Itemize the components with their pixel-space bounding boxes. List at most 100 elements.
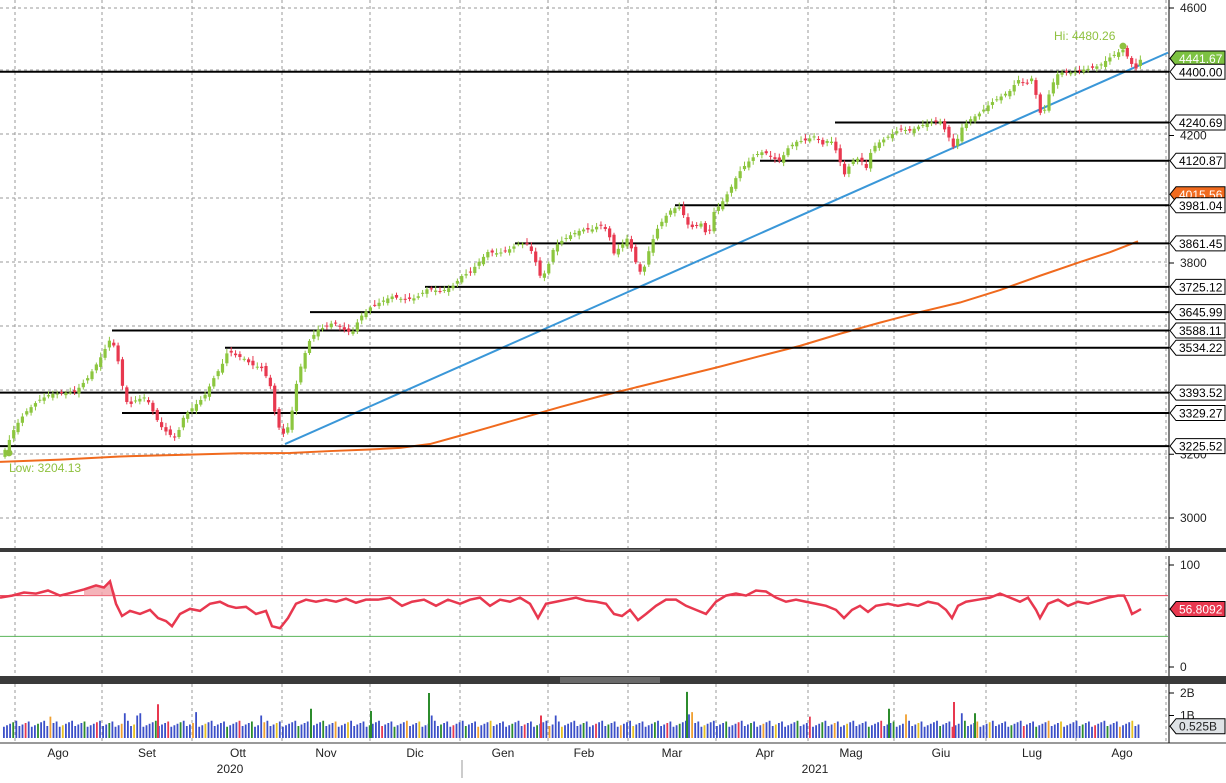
volume-bar <box>582 723 585 738</box>
candle-body <box>629 239 633 249</box>
volume-bar <box>929 723 932 738</box>
candle-body <box>699 223 703 227</box>
volume-bar <box>492 726 495 738</box>
level-label-box <box>1169 322 1226 339</box>
volume-bar <box>489 720 492 738</box>
month-label: Set <box>138 746 157 760</box>
volume-bar <box>520 726 523 738</box>
candle-body <box>1030 78 1034 82</box>
volume-bar <box>285 725 287 738</box>
candle-body <box>1047 94 1051 111</box>
candle-body <box>59 392 64 394</box>
volume-bar <box>613 721 616 738</box>
candle-body <box>277 409 281 428</box>
volume-bar <box>861 723 864 738</box>
candle-body <box>873 145 877 152</box>
candle-body <box>16 422 20 433</box>
volume-bar <box>263 722 266 738</box>
candle-body <box>956 138 960 146</box>
volume-bar <box>874 723 876 738</box>
volume-bar <box>514 722 517 738</box>
volume-bar <box>272 724 275 738</box>
candle-body <box>94 364 98 371</box>
volume-bar <box>716 726 718 738</box>
volume-bar <box>1128 722 1131 738</box>
candle-body <box>642 266 647 272</box>
volume-bar <box>421 726 424 738</box>
volume-bar <box>979 726 982 738</box>
rsi-line <box>0 578 1142 630</box>
volume-bar <box>365 726 368 738</box>
candle-body <box>577 230 581 236</box>
volume-bar <box>319 722 321 738</box>
volume-bar <box>923 726 926 738</box>
candle-body <box>834 141 838 151</box>
volume-bar <box>170 726 173 738</box>
candle-body <box>903 129 908 131</box>
volume-bar <box>461 720 464 738</box>
volume-bar <box>914 724 917 738</box>
volume-bar <box>570 722 573 738</box>
volume-bar <box>840 726 842 738</box>
candle-body <box>460 276 464 283</box>
candle-body <box>251 360 255 366</box>
candle-body <box>803 138 807 141</box>
candle-body <box>307 340 312 354</box>
volume-bar <box>55 721 58 738</box>
volume-bar <box>888 708 890 738</box>
volume-bar <box>294 720 297 738</box>
volume-bar <box>458 722 461 738</box>
volume-bar <box>685 720 687 738</box>
volume-bar <box>953 702 955 738</box>
volume-bar <box>24 723 27 738</box>
candle-body <box>655 228 660 239</box>
volume-bar <box>886 724 889 738</box>
volume-bar <box>756 726 759 738</box>
last-price-label: 4441.67 <box>1179 52 1223 66</box>
volume-bar <box>12 722 15 738</box>
volume-bar <box>974 713 976 738</box>
volume-bar <box>120 723 123 738</box>
candle-body <box>1077 70 1082 72</box>
candle-body <box>1112 54 1116 56</box>
candle-body <box>173 436 177 438</box>
candle-body <box>912 128 916 134</box>
volume-bar <box>1053 724 1056 738</box>
candle-body <box>647 251 651 265</box>
candle-body <box>816 138 821 140</box>
low-label: Low: 3204.13 <box>9 461 81 475</box>
volume-bar <box>235 722 238 738</box>
candle-body <box>882 139 886 143</box>
volume-bar <box>523 724 526 738</box>
panel-resize-handle[interactable] <box>560 677 660 683</box>
panel-resize-handle[interactable] <box>560 549 660 551</box>
volume-bar <box>1100 722 1103 738</box>
volume-bar <box>387 723 390 738</box>
candle-body <box>216 371 220 377</box>
price-label-layer: 4441.674015.564400.004240.694120.873981.… <box>1169 50 1226 735</box>
volume-bar <box>561 726 563 738</box>
level-label: 3329.27 <box>1179 407 1223 421</box>
volume-bar <box>725 721 728 738</box>
volume-bar <box>254 726 256 738</box>
candle-body <box>377 302 381 307</box>
volume-bar <box>508 725 511 738</box>
volume-bar <box>995 726 997 738</box>
candle-body <box>799 141 803 143</box>
volume-bar <box>449 726 452 738</box>
candle-body <box>1121 49 1125 53</box>
candle-body <box>999 96 1003 101</box>
volume-bar <box>43 720 46 738</box>
candle-body <box>429 288 433 290</box>
volume-bar <box>812 726 814 738</box>
volume-bar <box>1094 725 1096 738</box>
level-label-box <box>1169 114 1226 131</box>
volume-bar <box>49 716 52 738</box>
candle-body <box>960 127 964 142</box>
volume-bar <box>362 721 365 738</box>
candle-body <box>1038 94 1042 113</box>
candle-body <box>625 238 629 247</box>
volume-bar <box>328 724 331 738</box>
volume-bar <box>632 726 635 738</box>
